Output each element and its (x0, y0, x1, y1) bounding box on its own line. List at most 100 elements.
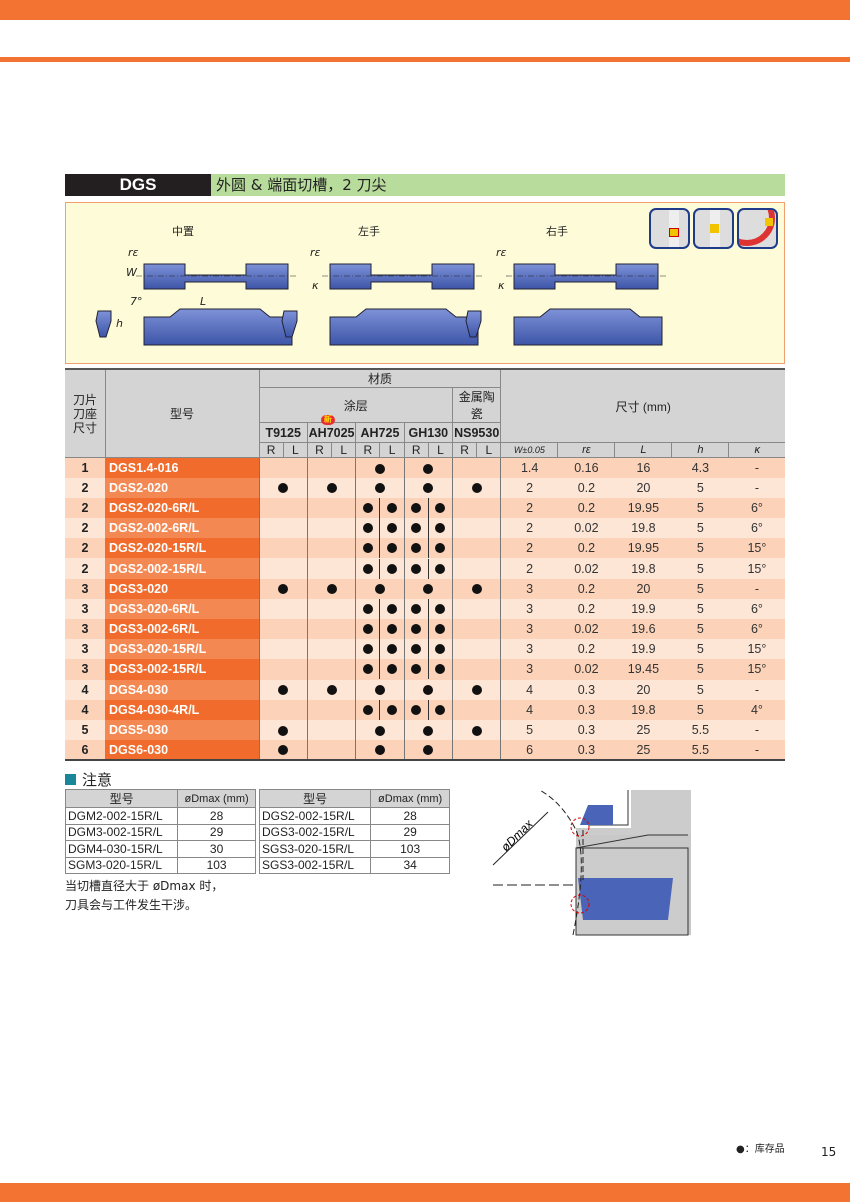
grade-cell-GH130 (403, 740, 453, 761)
note-dmax: 29 (370, 823, 450, 841)
note-model: DGS3-002-15R/L (258, 823, 372, 841)
stock-dot (471, 725, 482, 736)
stock-dot (387, 624, 398, 635)
model-cell: DGS2-020-6R/L (105, 497, 260, 519)
dim-cell-w: 3 (500, 578, 558, 599)
grade-l-header: L (283, 442, 308, 458)
grade-r-header: R (355, 442, 381, 458)
r-dot-cell (356, 619, 379, 639)
stock-dot (362, 704, 373, 715)
stock-dot (326, 483, 337, 494)
stock-dot (278, 745, 289, 756)
note-model: SGM3-020-15R/L (64, 856, 179, 874)
rl-dots (356, 619, 403, 640)
grade-l-header: L (331, 442, 357, 458)
note-dmax: 29 (177, 823, 256, 841)
dim-cell-w: 3 (500, 598, 558, 619)
application-icons (649, 208, 778, 249)
grade-cell-NS9530 (452, 659, 501, 680)
dim-cell-k: - (728, 740, 785, 761)
dim-cell-k: 15° (728, 639, 785, 660)
dim-cell-l: 20 (614, 679, 672, 700)
r-dot-cell (405, 538, 428, 558)
dim-kappa-left: κ (312, 279, 319, 292)
l-dot-cell (427, 497, 452, 518)
r-dot-cell (356, 538, 379, 558)
grade-cell-AH7025 (306, 497, 356, 519)
model-cell: DGS3-002-15R/L (105, 659, 260, 680)
rl-dots (405, 639, 452, 660)
dim-re: rε (128, 246, 139, 259)
stock-dot (278, 483, 289, 494)
dim-cell-w: 6 (500, 740, 558, 761)
dim-cell-re: 0.3 (557, 679, 615, 700)
stock-dot (435, 624, 446, 635)
grade-cell-AH725 (355, 639, 405, 660)
dim-cell-h: 5.5 (671, 740, 729, 761)
grade-cell-AH725 (355, 497, 405, 519)
product-description: 外圆 & 端面切槽，2 刀尖 (211, 174, 785, 196)
note-line-1: 当切槽直径大于 øDmax 时， (65, 879, 224, 893)
r-dot-cell (356, 559, 379, 579)
grade-cell-AH725 (355, 679, 405, 700)
grade-cell-T9125 (258, 659, 308, 680)
dim-header-3: h (671, 442, 730, 458)
stock-dot (423, 685, 434, 696)
dim-cell-w: 4 (500, 699, 558, 720)
note-line-2: 刀具会与工件发生干涉。 (65, 898, 198, 912)
stock-dot (374, 685, 385, 696)
dmax-table-right: 型号 øDmax (mm) DGS2-002-15R/L 28 DGS3-002-15R… (258, 789, 450, 874)
dim-cell-h: 5 (671, 679, 729, 700)
table-row: 4 DGS4-030-4R/L 4 0.3 19.8 5 4° (65, 699, 785, 720)
stock-dot (435, 704, 446, 715)
size-cell: 5 (65, 719, 105, 741)
external-grooving-icon (649, 208, 690, 249)
stock-dot (423, 483, 434, 494)
stock-dot (374, 725, 385, 736)
grade-r-header: R (404, 442, 429, 458)
dim-cell-k: - (728, 679, 785, 700)
l-dot-cell (427, 538, 452, 559)
size-cell: 2 (65, 497, 105, 519)
dim-cell-w: 5 (500, 719, 558, 741)
l-dot-cell (379, 538, 403, 559)
size-cell: 3 (65, 598, 105, 619)
size-cell: 6 (65, 740, 105, 761)
grade-header-GH130: GH130 (404, 422, 454, 443)
table-row: 1 DGS1.4-016 1.4 0.16 16 4.3- (65, 457, 785, 478)
col-dmax: øDmax (mm) (370, 789, 450, 808)
dim-cell-l: 20 (614, 578, 672, 599)
grade-cell-AH725 (355, 538, 405, 559)
col-coating: 涂层 (259, 387, 454, 423)
model-cell: DGS3-020-6R/L (105, 598, 260, 619)
dim-cell-re: 0.02 (557, 659, 615, 680)
model-cell: DGS1.4-016 (105, 457, 260, 478)
r-dot-cell (405, 659, 428, 679)
stock-dot (362, 563, 373, 574)
note-heading: 注意 (65, 769, 112, 790)
grade-cell-NS9530 (452, 477, 501, 498)
dmax-table-left: 型号 øDmax (mm) DGM2-002-15R/L 28 DGM3-002-15R… (64, 789, 256, 874)
note-model: SGS3-002-15R/L (258, 856, 372, 874)
stock-dot (362, 644, 373, 655)
grade-cell-AH725 (355, 518, 405, 539)
dim-cell-w: 1.4 (500, 457, 558, 478)
grade-cell-T9125 (258, 457, 308, 478)
note-row: SGS3-020-15R/L 103 (258, 840, 450, 858)
stock-dot (387, 563, 398, 574)
dim-cell-re: 0.02 (557, 619, 615, 640)
table-row: 3 DGS3-020 3 0.2 20 5- (65, 578, 785, 599)
rl-dots (405, 518, 452, 539)
dim-cell-re: 0.2 (557, 639, 615, 660)
grade-cell-AH7025 (306, 699, 356, 720)
dim-header-2: L (614, 442, 673, 458)
grade-l-header: L (476, 442, 502, 458)
dim-cell-l: 16 (614, 457, 672, 478)
rl-dots (356, 699, 403, 720)
dim-cell-l: 25 (614, 740, 672, 761)
table-row: 6 DGS6-030 6 0.3 25 5.5- (65, 740, 785, 761)
stock-dot (411, 704, 422, 715)
dim-re-left: rε (310, 246, 321, 259)
dim-cell-k: 6° (728, 619, 785, 640)
grade-r-header: R (259, 442, 284, 458)
